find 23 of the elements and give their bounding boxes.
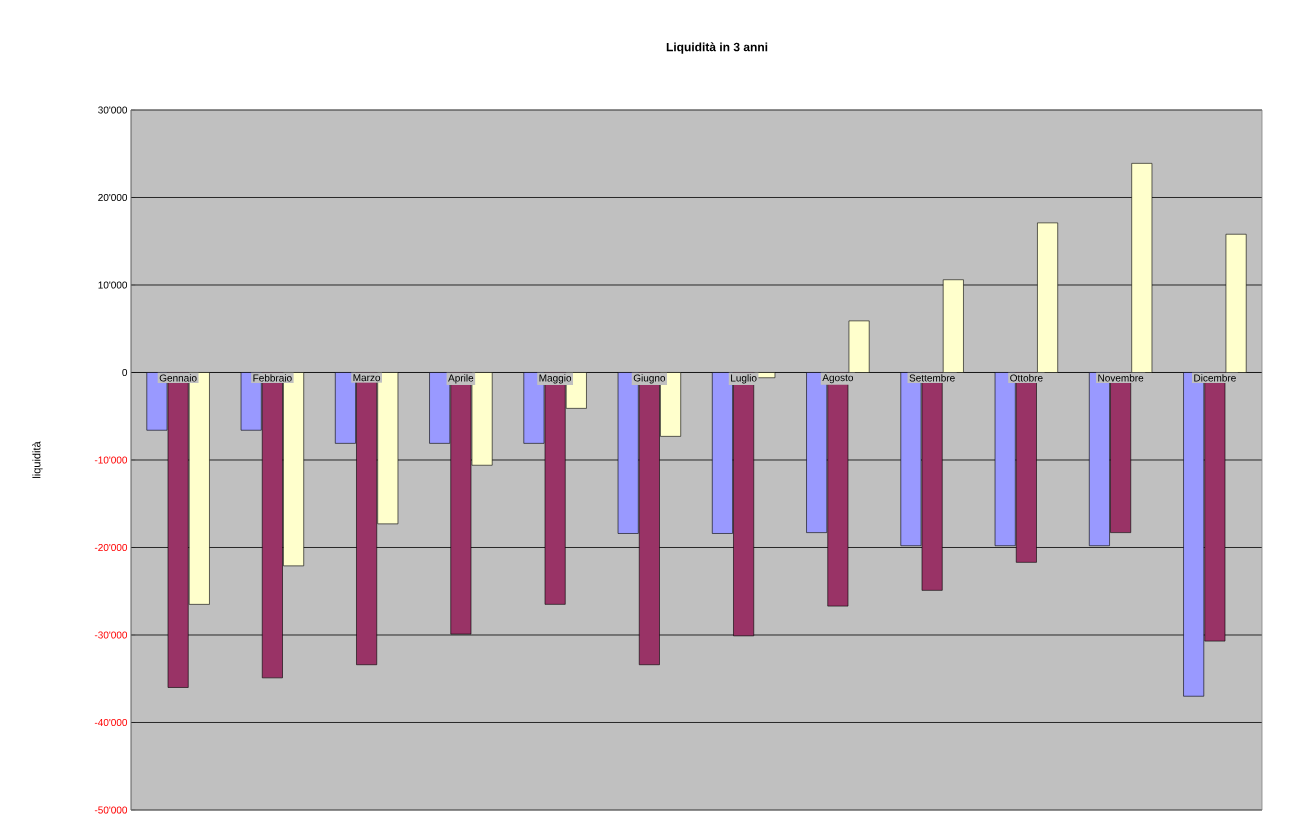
y-tick-label: 20'000 xyxy=(98,193,128,202)
x-tick-label: Maggio xyxy=(539,374,572,384)
x-tick-label: Ottobre xyxy=(1010,374,1043,382)
y-tick-label: -40'000 xyxy=(94,718,128,727)
y-tick-label: 10'000 xyxy=(98,281,128,289)
x-tick-label: Febbraio xyxy=(253,374,292,382)
x-tick-label: Luglio xyxy=(731,374,757,384)
y-tick-label: -50'000 xyxy=(94,806,128,814)
x-tick-label: Marzo xyxy=(353,374,381,382)
y-axis-title: liquidità xyxy=(32,441,43,478)
x-tick-label: Giugno xyxy=(633,374,666,384)
x-tick-label: Novembre xyxy=(1098,374,1144,382)
x-tick-label: Dicembre xyxy=(1194,374,1236,382)
x-tick-label: Aprile xyxy=(448,374,474,384)
x-tick-label: Settembre xyxy=(909,374,955,382)
chart-title: Liquidità in 3 anni xyxy=(666,42,768,54)
x-tick-label: Gennaio xyxy=(159,374,197,382)
y-tick-label: -30'000 xyxy=(94,631,128,639)
y-tick-label: -10'000 xyxy=(94,456,128,464)
x-tick-label: Agosto xyxy=(822,374,854,384)
y-tick-label: 30'000 xyxy=(98,106,128,114)
y-tick-label: 0 xyxy=(122,368,128,377)
y-tick-label: -20'000 xyxy=(94,543,128,552)
